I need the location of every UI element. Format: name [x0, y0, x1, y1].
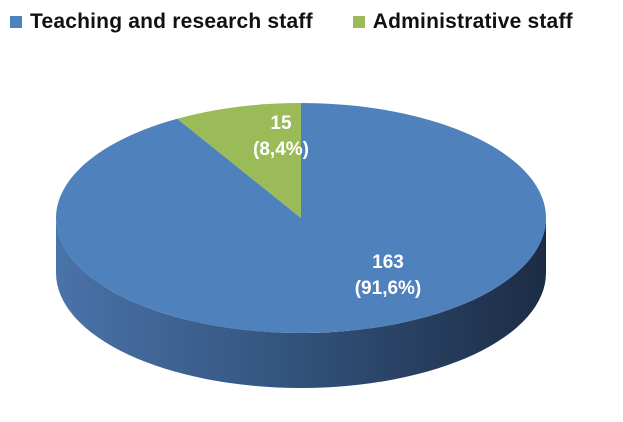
data-label-teaching-percent: (91,6%): [354, 278, 422, 299]
pie-side-teaching: [56, 218, 546, 388]
legend-item-administrative: Administrative staff: [352, 10, 573, 34]
pie-slice-teaching: [56, 103, 547, 334]
legend-label-teaching: Teaching and research staff: [30, 10, 313, 33]
legend-item-teaching: Teaching and research staff: [10, 10, 313, 34]
legend-swatch-teaching: [10, 16, 22, 28]
data-label-administrative-value: 15: [270, 113, 292, 134]
legend-swatch-administrative: [352, 16, 365, 28]
data-label-administrative: 15 (8,4%): [253, 111, 309, 163]
data-label-administrative-percent: (8,4%): [253, 139, 309, 160]
pie-slice-administrative: [177, 103, 301, 218]
chart-legend: Teaching and research staff Administrati…: [10, 10, 573, 34]
data-label-teaching: 163 (91,6%): [355, 250, 422, 302]
legend-label-administrative: Administrative staff: [372, 10, 573, 33]
data-label-teaching-value: 163: [372, 252, 404, 273]
